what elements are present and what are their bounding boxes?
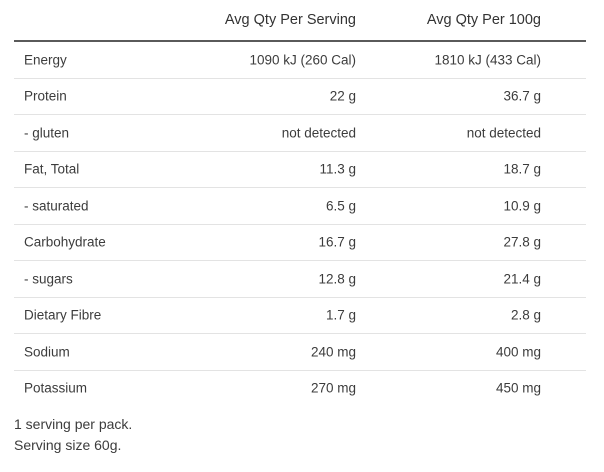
nutrient-label: Dietary Fibre (24, 307, 102, 323)
table-row: Potassium 270 mg 450 mg (14, 371, 586, 407)
nutrition-table: Avg Qty Per Serving Avg Qty Per 100g Ene… (14, 0, 586, 406)
per-serving-value: 12.8 g (318, 271, 356, 287)
table-row: Sodium 240 mg 400 mg (14, 334, 586, 371)
nutrient-label: Protein (24, 88, 67, 104)
table-body: Energy 1090 kJ (260 Cal) 1810 kJ (433 Ca… (14, 42, 586, 406)
per-serving-value: 270 mg (310, 380, 356, 396)
table-row: - sugars 12.8 g 21.4 g (14, 261, 586, 298)
per-100g-value: 450 mg (495, 380, 541, 396)
table-row: - saturated 6.5 g 10.9 g (14, 188, 586, 225)
nutrient-label: Energy (24, 52, 67, 68)
per-serving-value: 22 g (329, 88, 356, 104)
header-per-serving: Avg Qty Per Serving (224, 12, 356, 28)
per-100g-value: 2.8 g (510, 307, 541, 323)
serving-size: Serving size 60g. (14, 437, 122, 453)
servings-per-pack: 1 serving per pack. (14, 416, 133, 432)
nutrient-label: Potassium (24, 380, 88, 396)
per-serving-value: 1.7 g (325, 307, 356, 323)
per-serving-value: 240 mg (310, 344, 356, 360)
header-per-100g: Avg Qty Per 100g (426, 12, 541, 28)
nutrient-label: - saturated (24, 198, 89, 214)
table-row: Protein 22 g 36.7 g (14, 79, 586, 115)
table-row: - gluten not detected not detected (14, 115, 586, 152)
table-row: Dietary Fibre 1.7 g 2.8 g (14, 298, 586, 334)
per-100g-value: 18.7 g (503, 161, 541, 177)
nutrient-label: - gluten (24, 125, 70, 141)
per-100g-value: 36.7 g (503, 88, 541, 104)
nutrient-label: Sodium (24, 344, 70, 360)
nutrient-label: Fat, Total (24, 161, 80, 177)
per-100g-value: 27.8 g (503, 234, 541, 250)
per-serving-value: 1090 kJ (260 Cal) (249, 52, 356, 68)
nutrient-label: - sugars (24, 271, 73, 287)
table-header: Avg Qty Per Serving Avg Qty Per 100g (14, 0, 586, 42)
per-100g-value: 10.9 g (503, 198, 541, 214)
nutrient-label: Carbohydrate (24, 234, 106, 250)
per-100g-value: 1810 kJ (433 Cal) (434, 52, 541, 68)
table-row: Energy 1090 kJ (260 Cal) 1810 kJ (433 Ca… (14, 42, 586, 79)
per-serving-value: 16.7 g (318, 234, 356, 250)
per-serving-value: not detected (281, 125, 356, 141)
per-100g-value: not detected (466, 125, 541, 141)
per-serving-value: 6.5 g (325, 198, 356, 214)
serving-notes: 1 serving per pack. Serving size 60g. (14, 414, 132, 456)
table-row: Fat, Total 11.3 g 18.7 g (14, 152, 586, 188)
table-row: Carbohydrate 16.7 g 27.8 g (14, 225, 586, 261)
per-serving-value: 11.3 g (319, 161, 356, 177)
per-100g-value: 400 mg (495, 344, 541, 360)
per-100g-value: 21.4 g (503, 271, 541, 287)
